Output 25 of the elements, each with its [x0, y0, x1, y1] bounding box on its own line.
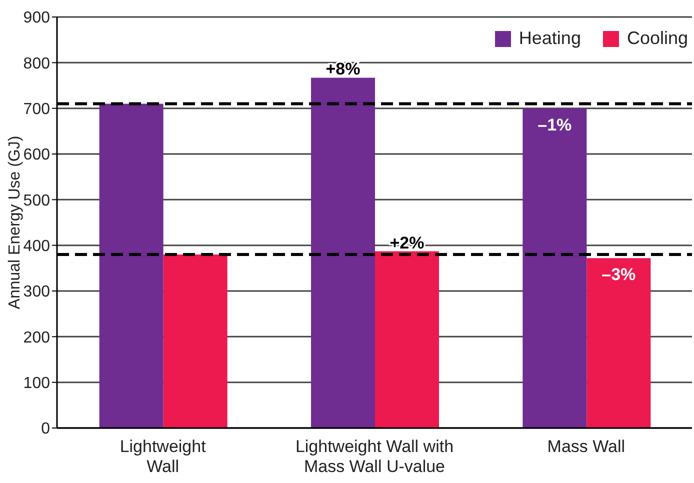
- x-tick-label: Lightweight Wall with Mass Wall U-value: [295, 437, 454, 476]
- bar: [586, 258, 651, 428]
- bar: [311, 78, 375, 428]
- bar: [99, 104, 164, 428]
- bar: [163, 254, 228, 428]
- annotation: –1%: [538, 115, 572, 134]
- y-tick-label: 800: [23, 55, 50, 72]
- y-axis-title: Annual Energy Use (GJ): [6, 136, 24, 310]
- x-tick-label: Mass Wall: [547, 437, 626, 456]
- legend-label: Cooling: [626, 28, 688, 49]
- x-tick-label: Lightweight Wall: [120, 437, 206, 476]
- y-tick-label: 0: [41, 420, 50, 438]
- y-tick-label: 900: [23, 10, 50, 27]
- bar: [522, 108, 587, 428]
- annotation: –3%: [602, 265, 636, 284]
- legend-label: Heating: [518, 28, 581, 49]
- y-tick-label: 100: [23, 375, 50, 392]
- y-tick-label: 300: [23, 284, 50, 301]
- y-tick-label: 400: [23, 238, 50, 256]
- bar: [375, 251, 439, 428]
- y-tick-label: 600: [23, 146, 50, 164]
- y-tick-label: 700: [23, 101, 50, 118]
- y-tick-label: 200: [23, 329, 50, 346]
- y-tick-label: 500: [23, 192, 50, 210]
- annotation: +8%: [326, 60, 360, 79]
